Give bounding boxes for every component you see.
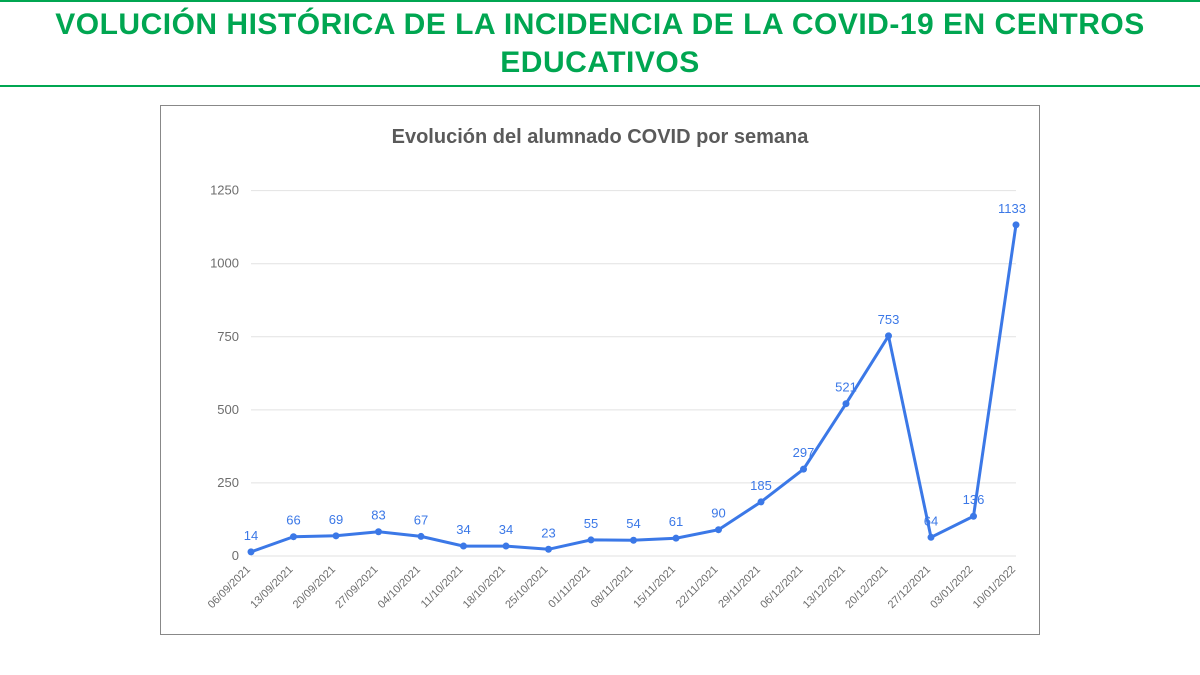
x-tick-label: 27/09/2021 [333,564,380,611]
value-label: 136 [963,492,985,507]
x-tick-label: 13/09/2021 [248,564,295,611]
y-tick-label: 250 [217,475,239,490]
x-tick-label: 11/10/2021 [419,564,466,611]
value-label: 66 [286,513,300,528]
data-point [715,526,722,533]
value-label: 67 [414,512,428,527]
y-tick-label: 1000 [210,256,239,271]
x-tick-label: 03/01/2022 [928,564,975,611]
x-tick-label: 08/11/2021 [589,564,636,611]
x-tick-label: 22/11/2021 [674,564,721,611]
value-label: 83 [371,508,385,523]
x-tick-label: 13/12/2021 [801,564,848,611]
x-tick-label: 20/09/2021 [291,564,338,611]
x-tick-label: 01/11/2021 [546,564,593,611]
line-chart-svg: 0 250 500 750 1000 1250 14 66 69 83 67 34 34 23 55 54 61… [161,166,1041,636]
data-point [503,543,510,550]
value-label: 61 [669,514,683,529]
data-point [375,528,382,535]
y-tick-label: 1250 [210,183,239,198]
data-point [800,466,807,473]
x-tick-label: 29/11/2021 [716,564,763,611]
data-point [418,533,425,540]
x-tick-label: 27/12/2021 [886,564,933,611]
value-label: 90 [711,506,725,521]
data-point [588,536,595,543]
x-tick-label: 04/10/2021 [376,564,423,611]
value-label: 34 [456,522,470,537]
data-point [333,532,340,539]
value-label: 14 [244,528,258,543]
value-label: 297 [793,445,815,460]
value-label: 753 [878,312,900,327]
data-point [248,548,255,555]
x-tick-label: 06/09/2021 [206,564,253,611]
value-label: 1133 [998,201,1026,216]
value-label: 69 [329,512,343,527]
value-label: 34 [499,522,513,537]
data-point [758,498,765,505]
data-point [885,332,892,339]
chart-title: Evolución del alumnado COVID por semana [161,126,1039,149]
data-point [673,535,680,542]
value-label: 55 [584,516,598,531]
data-point [1013,221,1020,228]
x-tick-label: 06/12/2021 [758,564,805,611]
y-tick-label: 500 [217,402,239,417]
data-point [970,513,977,520]
series-line [251,225,1016,552]
data-point [630,537,637,544]
x-tick-label: 10/01/2022 [971,564,1018,611]
x-tick-label: 20/12/2021 [843,564,890,611]
data-point [290,533,297,540]
value-label: 64 [924,513,938,528]
page-title: VOLUCIÓN HISTÓRICA DE LA INCIDENCIA DE L… [0,0,1200,87]
value-label: 521 [835,380,857,395]
x-tick-label: 18/10/2021 [461,564,508,611]
value-label: 23 [541,525,555,540]
chart-card: Evolución del alumnado COVID por semana … [160,105,1040,635]
y-tick-label: 750 [217,329,239,344]
chart-plot-area: 0 250 500 750 1000 1250 14 66 69 83 67 34 34 23 55 54 61… [161,166,1039,634]
data-point [928,534,935,541]
x-tick-label: 15/11/2021 [631,564,678,611]
x-tick-label: 25/10/2021 [503,564,550,611]
data-point [843,400,850,407]
data-point [460,543,467,550]
y-tick-label: 0 [232,548,239,563]
data-point [545,546,552,553]
value-label: 54 [626,516,640,531]
value-label: 185 [750,478,772,493]
